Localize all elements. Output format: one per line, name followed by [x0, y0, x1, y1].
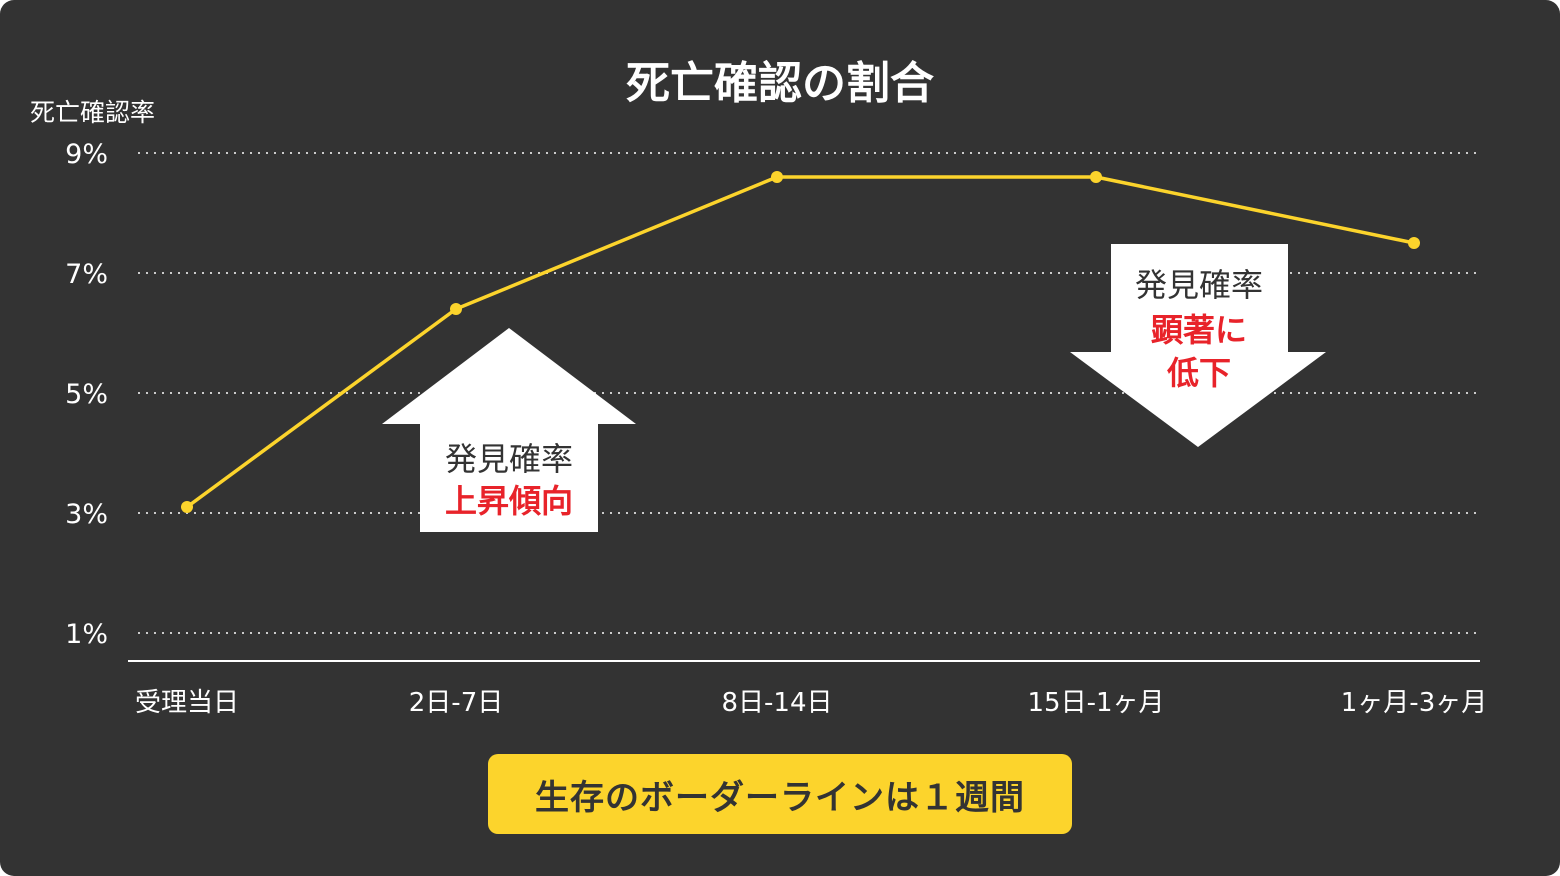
- data-point-1: [181, 501, 193, 513]
- down-arrow-text-line3: 低下: [1167, 354, 1231, 392]
- down-arrow-annotation: 発見確率 顕著に 低下: [1070, 244, 1326, 447]
- x-tick-label: 8日-14日: [721, 688, 832, 718]
- x-tick-label: 受理当日: [135, 688, 239, 718]
- y-tick-labels: 9% 7% 5% 3% 1%: [65, 139, 108, 650]
- chart-title: 死亡確認の割合: [626, 58, 934, 109]
- y-tick-label: 3%: [65, 499, 108, 530]
- up-arrow-text-line1: 発見確率: [445, 440, 573, 478]
- up-arrow-text-line2: 上昇傾向: [445, 482, 573, 520]
- data-points: [181, 171, 1420, 513]
- y-tick-label: 9%: [65, 139, 108, 170]
- y-tick-label: 1%: [65, 619, 108, 650]
- x-tick-label: 15日-1ヶ月: [1027, 688, 1164, 718]
- x-tick-label: 2日-7日: [409, 688, 503, 718]
- down-arrow-text-line2: 顕著に: [1151, 311, 1247, 349]
- down-arrow-shape: [1070, 244, 1326, 447]
- up-arrow-annotation: 発見確率 上昇傾向: [382, 328, 636, 532]
- footer-badge: 生存のボーダーラインは１週間: [488, 754, 1072, 834]
- data-point-5: [1408, 237, 1420, 249]
- y-tick-label: 5%: [65, 379, 108, 410]
- down-arrow-text-line1: 発見確率: [1135, 266, 1263, 304]
- y-tick-label: 7%: [65, 259, 108, 290]
- data-point-2: [450, 303, 462, 315]
- data-point-3: [771, 171, 783, 183]
- x-tick-labels: 受理当日 2日-7日 8日-14日 15日-1ヶ月 1ヶ月-3ヶ月: [135, 688, 1487, 718]
- up-arrow-shape: [382, 328, 636, 532]
- y-axis-label: 死亡確認率: [30, 98, 155, 127]
- data-point-4: [1090, 171, 1102, 183]
- x-tick-label: 1ヶ月-3ヶ月: [1341, 688, 1487, 718]
